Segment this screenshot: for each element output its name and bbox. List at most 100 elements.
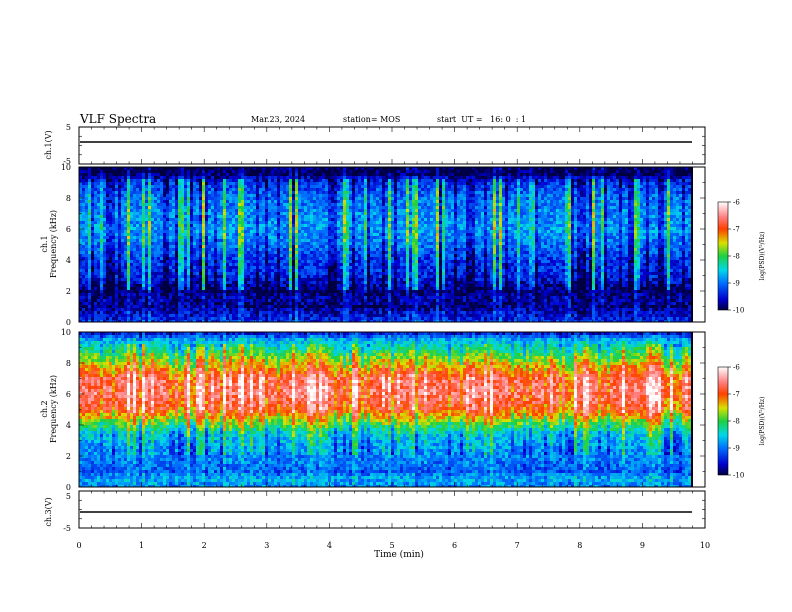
spectrogram-cell bbox=[187, 185, 190, 188]
spectrogram-cell bbox=[187, 269, 190, 272]
spectrogram-cell bbox=[124, 254, 127, 257]
spectrogram-cell bbox=[112, 287, 115, 290]
spectrogram-cell bbox=[82, 260, 85, 263]
spectrogram-cell bbox=[205, 263, 208, 266]
spectrogram-cell bbox=[157, 284, 160, 287]
spectrogram-cell bbox=[121, 275, 124, 278]
spectrogram-cell bbox=[121, 293, 124, 296]
spectrogram-cell bbox=[205, 230, 208, 233]
spectrogram-cell bbox=[151, 245, 154, 248]
spectrogram-cell bbox=[145, 251, 148, 254]
spectrogram-cell bbox=[115, 182, 118, 185]
spectrogram-cell bbox=[187, 197, 190, 200]
spectrogram-cell bbox=[118, 203, 121, 206]
spectrogram-cell bbox=[142, 230, 145, 233]
spectrogram-cell bbox=[208, 212, 211, 215]
spectrogram-cell bbox=[202, 284, 205, 287]
spectrogram-cell bbox=[97, 302, 100, 305]
spectrogram-cell bbox=[139, 203, 142, 206]
spectrogram-cell bbox=[214, 221, 217, 224]
spectrogram-cell bbox=[133, 296, 136, 299]
spectrogram-cell bbox=[190, 221, 193, 224]
spectrogram-cell bbox=[139, 191, 142, 194]
spectrogram-cell bbox=[172, 212, 175, 215]
spectrogram-cell bbox=[148, 182, 151, 185]
spectrogram-cell bbox=[115, 293, 118, 296]
spectrogram-cell bbox=[124, 194, 127, 197]
spectrogram-cell bbox=[115, 233, 118, 236]
spectrogram-cell bbox=[157, 245, 160, 248]
spectrogram-cell bbox=[130, 230, 133, 233]
spectrogram-cell bbox=[100, 257, 103, 260]
spectrogram-cell bbox=[157, 248, 160, 251]
spectrogram-cell bbox=[115, 266, 118, 269]
spectrogram-cell bbox=[217, 170, 220, 173]
spectrogram-cell bbox=[133, 314, 136, 317]
spectrogram-cell bbox=[190, 269, 193, 272]
spectrogram-cell bbox=[199, 203, 202, 206]
spectrogram-cell bbox=[109, 191, 112, 194]
spectrogram-cell bbox=[130, 179, 133, 182]
spectrogram-cell bbox=[130, 221, 133, 224]
spectrogram-cell bbox=[124, 275, 127, 278]
spectrogram-cell bbox=[208, 176, 211, 179]
spectrogram-cell bbox=[85, 263, 88, 266]
spectrogram-cell bbox=[190, 278, 193, 281]
spectrogram-cell bbox=[202, 299, 205, 302]
spectrogram-cell bbox=[148, 260, 151, 263]
spectrogram-cell bbox=[139, 308, 142, 311]
spectrogram-cell bbox=[217, 314, 220, 317]
spectrogram-cell bbox=[220, 173, 223, 176]
spectrogram-cell bbox=[178, 188, 181, 191]
spectrogram-cell bbox=[88, 248, 91, 251]
spectrogram-cell bbox=[115, 287, 118, 290]
spectrogram-cell bbox=[112, 281, 115, 284]
spectrogram-cell bbox=[124, 215, 127, 218]
spectrogram-cell bbox=[193, 290, 196, 293]
spectrogram-cell bbox=[217, 197, 220, 200]
spectrogram-cell bbox=[139, 230, 142, 233]
spectrogram-cell bbox=[88, 260, 91, 263]
spectrogram-cell bbox=[115, 230, 118, 233]
spectrogram-cell bbox=[133, 278, 136, 281]
spectrogram-cell bbox=[169, 239, 172, 242]
spectrogram-cell bbox=[112, 245, 115, 248]
spectrogram-cell bbox=[166, 224, 169, 227]
spectrogram-cell bbox=[157, 308, 160, 311]
spectrogram-cell bbox=[127, 263, 130, 266]
spectrogram-cell bbox=[214, 257, 217, 260]
spectrogram-cell bbox=[166, 296, 169, 299]
spectrogram-cell bbox=[166, 176, 169, 179]
spectrogram-cell bbox=[112, 230, 115, 233]
spectrogram-cell bbox=[91, 266, 94, 269]
spectrogram-cell bbox=[136, 173, 139, 176]
spectrogram-cell bbox=[94, 224, 97, 227]
spectrogram-cell bbox=[148, 263, 151, 266]
spectrogram-cell bbox=[208, 182, 211, 185]
spectrogram-cell bbox=[172, 293, 175, 296]
spectrogram-cell bbox=[217, 206, 220, 209]
spectrogram-cell bbox=[157, 203, 160, 206]
spectrogram-cell bbox=[115, 284, 118, 287]
ch1-spectrogram-image bbox=[79, 167, 691, 322]
spectrogram-cell bbox=[94, 248, 97, 251]
spectrogram-cell bbox=[127, 182, 130, 185]
spectrogram-cell bbox=[166, 191, 169, 194]
spectrogram-cell bbox=[199, 215, 202, 218]
spectrogram-cell bbox=[181, 200, 184, 203]
spectrogram-cell bbox=[205, 218, 208, 221]
spectrogram-cell bbox=[208, 239, 211, 242]
spectrogram-cell bbox=[175, 317, 178, 320]
spectrogram-cell bbox=[106, 209, 109, 212]
spectrogram-cell bbox=[172, 260, 175, 263]
spectrogram-cell bbox=[217, 266, 220, 269]
spectrogram-cell bbox=[115, 299, 118, 302]
spectrogram-cell bbox=[118, 305, 121, 308]
spectrogram-cell bbox=[94, 197, 97, 200]
spectrogram-cell bbox=[82, 194, 85, 197]
spectrogram-cell bbox=[103, 251, 106, 254]
spectrogram-cell bbox=[139, 245, 142, 248]
spectrogram-cell bbox=[94, 191, 97, 194]
spectrogram-cell bbox=[202, 254, 205, 257]
spectrogram-cell bbox=[193, 245, 196, 248]
